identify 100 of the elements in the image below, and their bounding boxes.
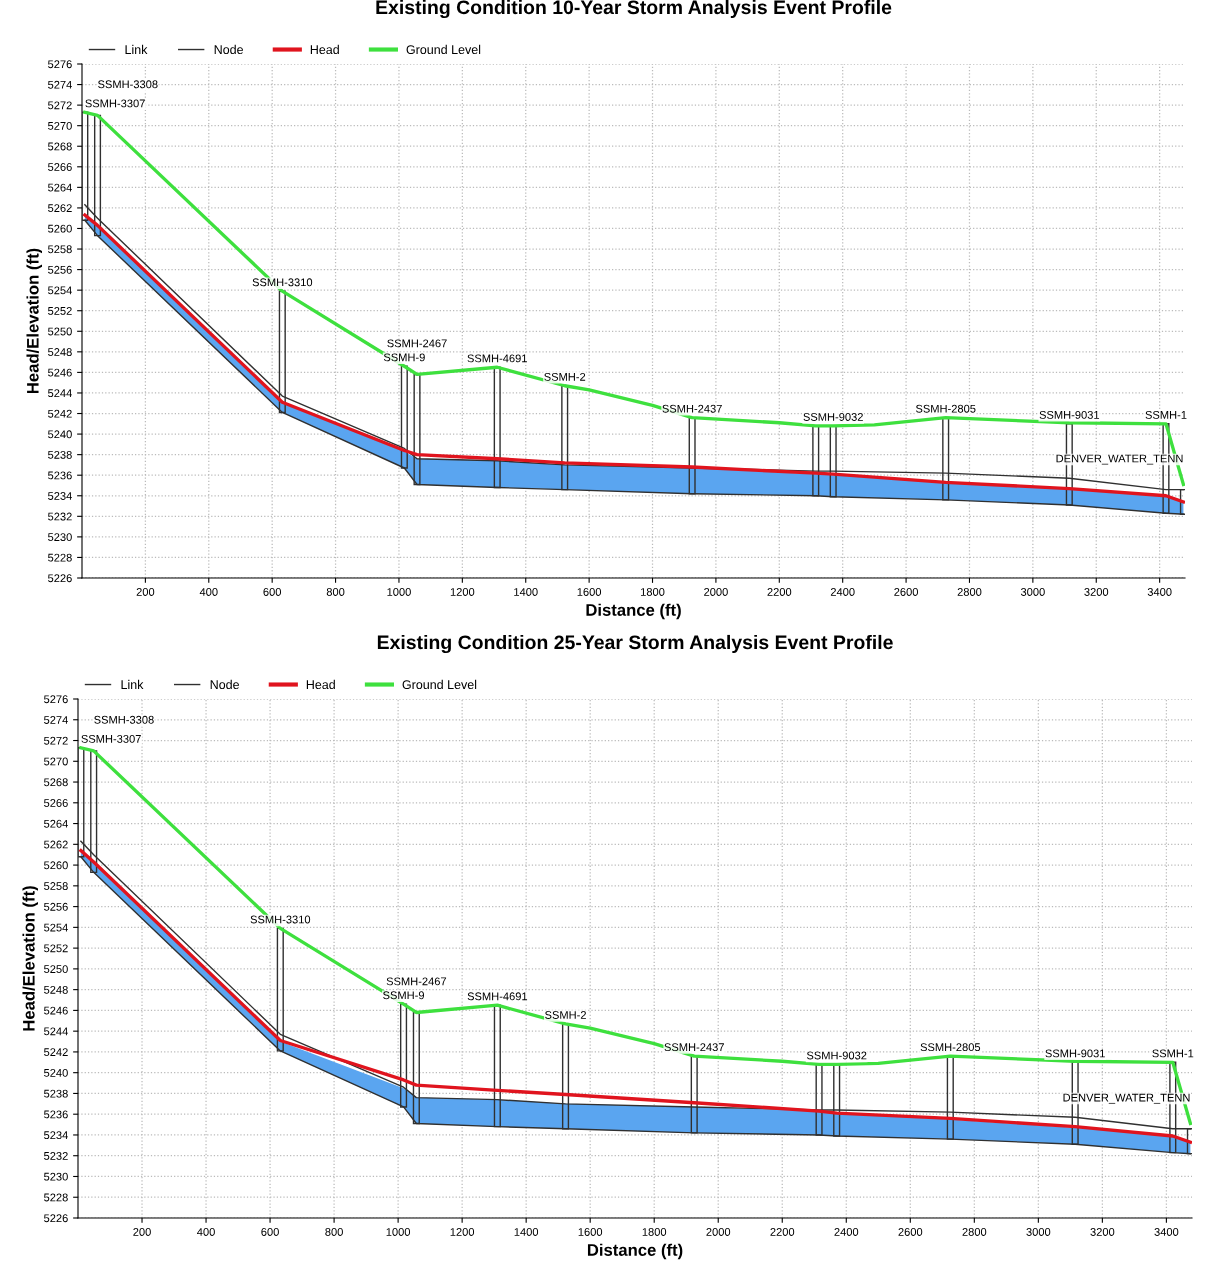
y-tick-label: 5234	[44, 1131, 68, 1140]
legend-label: Head	[310, 44, 339, 55]
annotation: SSMH-9	[383, 353, 425, 362]
x-tick-label: 2800	[962, 1228, 987, 1236]
x-tick-label: 3200	[1090, 1228, 1115, 1236]
x-tick-label: 1400	[514, 588, 538, 596]
x-tick-label: 1800	[642, 1228, 667, 1236]
y-tick-label: 5270	[44, 757, 68, 766]
y-tick-label: 5242	[48, 409, 72, 418]
x-tick-label: 400	[199, 588, 218, 596]
annotation: SSMH-3307	[81, 734, 141, 743]
y-tick-label: 5232	[48, 512, 72, 521]
y-tick-label: 5260	[48, 224, 72, 233]
annotation: SSMH-3308	[98, 80, 158, 89]
y-tick-label: 5262	[48, 204, 72, 213]
annotation: SSMH-2437	[664, 1043, 724, 1052]
x-tick-label: 2200	[770, 1228, 795, 1236]
annotation: SSMH-2	[544, 372, 586, 381]
chart-title: Existing Condition 25-Year Storm Analysis Event Profile	[377, 634, 893, 654]
y-tick-label: 5264	[44, 819, 68, 828]
y-tick-label: 5248	[44, 985, 68, 994]
x-tick-label: 800	[325, 1228, 343, 1236]
y-tick-label: 5236	[44, 1110, 68, 1119]
y-tick-label: 5252	[48, 306, 72, 315]
y-tick-label: 5254	[44, 923, 68, 932]
y-tick-label: 5262	[44, 840, 68, 849]
y-tick-label: 5238	[44, 1089, 68, 1098]
x-tick-label: 2000	[704, 588, 728, 596]
y-tick-label: 5274	[44, 716, 68, 724]
y-tick-label: 5264	[48, 183, 72, 192]
y-tick-label: 5270	[48, 121, 72, 130]
annotation: SSMH-9031	[1039, 410, 1100, 419]
y-tick-label: 5228	[48, 553, 72, 562]
y-tick-label: 5276	[44, 695, 68, 704]
x-tick-label: 200	[136, 588, 155, 596]
annotation: SSMH-2805	[915, 404, 976, 413]
annotation: SSMH-2467	[386, 977, 447, 986]
x-tick-label: 400	[197, 1228, 215, 1236]
annotation: SSMH-9032	[803, 413, 863, 421]
x-tick-label: 1600	[578, 1228, 603, 1236]
y-tick-label: 5266	[44, 799, 68, 807]
x-tick-label: 1400	[514, 1228, 539, 1236]
x-axis-title: Distance (ft)	[587, 1243, 683, 1260]
legend-label: Ground Level	[406, 44, 481, 55]
line-series	[83, 110, 1185, 487]
legend-label: Link	[125, 44, 148, 54]
y-tick-label: 5258	[48, 245, 72, 254]
y-tick-label: 5240	[48, 430, 72, 439]
bar	[399, 1003, 408, 1108]
x-tick-label: 600	[263, 588, 282, 596]
annotation: SSMH-9031	[1045, 1049, 1105, 1058]
x-tick-label: 2600	[894, 588, 919, 596]
y-axis-title: Head/Elevation (ft)	[22, 886, 39, 1031]
x-tick-label: 3200	[1084, 588, 1109, 596]
x-tick-label: 1200	[450, 588, 475, 596]
legend-label: Head	[306, 679, 335, 690]
annotation: SSMH-3310	[252, 278, 313, 287]
line-series	[79, 746, 1192, 1126]
bar	[688, 416, 696, 495]
y-tick-label: 5266	[48, 163, 72, 171]
legend-label: Node	[214, 44, 244, 55]
y-tick-label: 5250	[48, 327, 72, 336]
y-tick-label: 5228	[44, 1193, 68, 1202]
annotation: SSMH-2437	[662, 404, 722, 413]
legend-label: Ground Level	[402, 679, 477, 690]
y-tick-label: 5226	[44, 1214, 68, 1223]
x-tick-label: 2400	[834, 1228, 859, 1236]
x-tick-label: 2000	[706, 1228, 731, 1236]
annotation: SSMH-2	[545, 1011, 586, 1019]
y-tick-label: 5236	[48, 471, 72, 480]
y-tick-label: 5272	[44, 736, 68, 745]
y-tick-label: 5240	[44, 1068, 68, 1077]
y-tick-label: 5268	[44, 778, 68, 787]
x-tick-label: 1000	[387, 588, 411, 596]
x-tick-label: 3400	[1154, 1228, 1179, 1236]
y-tick-label: 5256	[48, 265, 72, 274]
annotation: SSMH-1	[1145, 410, 1187, 419]
y-tick-label: 5244	[48, 389, 72, 398]
annotation: SSMH-3310	[250, 915, 311, 924]
y-tick-label: 5260	[44, 861, 68, 870]
y-tick-label: 5230	[48, 533, 72, 542]
y-tick-label: 5234	[48, 492, 72, 500]
x-tick-label: 800	[326, 588, 345, 596]
annotation: SSMH-3307	[85, 99, 145, 108]
annotation: DENVER_WATER_TENN	[1063, 1093, 1190, 1104]
x-tick-label: 1800	[641, 588, 665, 596]
x-tick-label: 2800	[957, 588, 982, 596]
x-tick-label: 2600	[898, 1228, 923, 1236]
y-tick-label: 5274	[48, 80, 72, 89]
annotation: SSMH-1	[1152, 1049, 1194, 1058]
annotation: SSMH-3308	[94, 715, 154, 724]
annotation: SSMH-4691	[467, 354, 527, 363]
legend-label: Link	[121, 679, 144, 689]
y-tick-label: 5242	[44, 1048, 68, 1057]
y-tick-label: 5226	[48, 574, 72, 583]
x-tick-label: 2400	[830, 588, 855, 596]
y-tick-label: 5244	[44, 1027, 68, 1036]
chart-title: Existing Condition 10-Year Storm Analysis Event Profile	[376, 0, 892, 19]
y-tick-label: 5276	[48, 60, 72, 69]
y-tick-label: 5238	[48, 450, 72, 459]
